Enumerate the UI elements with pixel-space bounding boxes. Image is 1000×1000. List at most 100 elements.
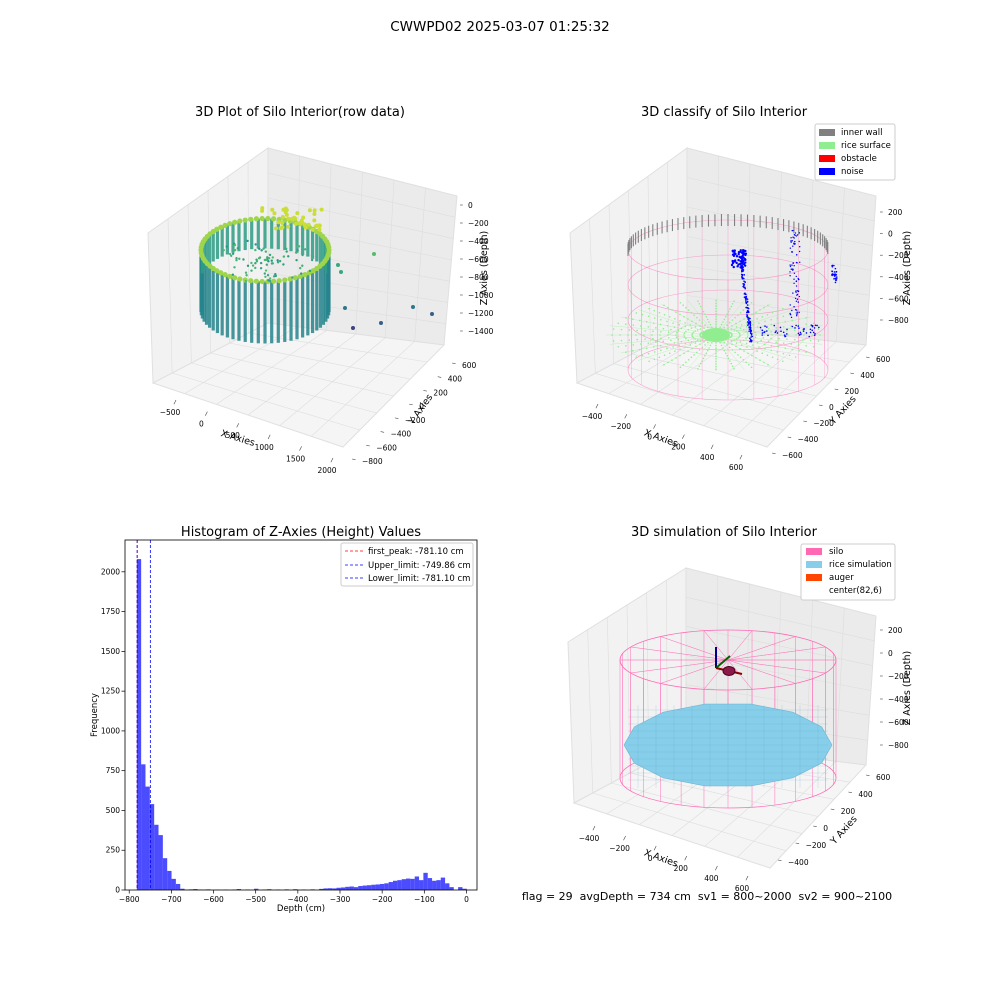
cls-rice-point [704, 313, 706, 316]
cls-noise-point [799, 261, 801, 263]
grid-line [247, 333, 357, 416]
panel-simulation-3d: 3D simulation of Silo Interior −400 −200 0… [567, 525, 913, 893]
cls-noise-point [795, 315, 798, 317]
cls-rice-point [632, 324, 635, 326]
cls-rice-point [793, 329, 796, 332]
grid-line [167, 218, 173, 374]
raw-floor-point [225, 245, 228, 248]
cls-noise-point [743, 296, 746, 298]
cls-rice-point [733, 300, 735, 303]
cls-rice-point [760, 339, 762, 342]
raw-floor-point [244, 271, 248, 274]
grid-line [686, 295, 868, 321]
classify-x-label: X Axies [642, 427, 679, 449]
raw-floor-point [301, 253, 304, 257]
cls-rice-point [696, 316, 698, 319]
cls-rice-point [782, 307, 784, 310]
cls-rice-point [745, 325, 748, 328]
cls-noise-point [766, 326, 768, 328]
histogram-bar [345, 886, 350, 890]
cls-rice-point [786, 338, 788, 340]
cls-noise-point [813, 334, 816, 337]
histogram-bar [162, 858, 168, 890]
cls-rice-point [647, 352, 650, 355]
cls-noise-point [779, 326, 782, 329]
cls-noise-point [814, 324, 817, 327]
sim-x-tick-mark [684, 855, 688, 861]
grid-line [607, 617, 612, 784]
cls-noise-point [796, 261, 798, 264]
cls-noise-point [811, 325, 814, 328]
cls-noise-point [746, 306, 749, 309]
cls-y-tick-mark [818, 404, 823, 406]
histogram-y-tick-label: 1250 [101, 687, 120, 696]
raw-x-tick-label: 500 [226, 431, 241, 440]
cls-noise-point [737, 252, 740, 256]
raw-rim-point [302, 272, 308, 278]
cls-noise-point [798, 240, 800, 243]
cls-noise-point [794, 232, 797, 234]
cls-rice-point [620, 328, 623, 331]
histogram-bar [449, 887, 454, 890]
histogram-bar [180, 888, 185, 890]
cls-rice-point [805, 323, 808, 325]
cls-rice-point [733, 339, 736, 341]
grid-line [267, 247, 450, 282]
raw-rim-point [248, 216, 254, 222]
cls-noise-point [734, 252, 737, 256]
raw-rim-point [276, 278, 282, 284]
histogram-x-ticks: −800 −700 −600 −500 −400 −300 −200 −100 0 [119, 890, 469, 904]
cls-rice-point [745, 361, 747, 364]
histogram-bar [154, 824, 159, 890]
raw-obstacle-point [310, 227, 315, 232]
cls-noise-point [789, 304, 791, 306]
cls-noise-point [792, 262, 794, 264]
cls-rice-point [685, 361, 687, 364]
cls-rice-point [696, 351, 698, 354]
raw-obstacle-point [283, 210, 288, 215]
histogram-x-tick-label: −700 [161, 895, 182, 904]
histogram-y-tick-label: 0 [115, 886, 120, 895]
raw-x-tick-label: 0 [199, 420, 204, 429]
cls-rice-point [786, 330, 788, 332]
sim-z-tick-label: −600 [888, 718, 909, 727]
cls-rice-point [641, 313, 644, 316]
histogram-bar [327, 888, 333, 890]
cls-rice-point [719, 341, 721, 344]
cls-noise-point [790, 241, 792, 243]
cls-noise-point [808, 335, 811, 338]
cls-rice-point [742, 309, 745, 311]
grid-line [647, 176, 651, 345]
cls-noise-point [795, 291, 797, 293]
cls-noise-point [730, 263, 734, 267]
cls-y-tick-mark [850, 372, 854, 374]
cls-noise-point [745, 295, 747, 298]
raw-obstacle-point [313, 224, 318, 229]
sim-y-tick-label: 200 [841, 807, 856, 816]
cls-noise-point [749, 317, 751, 320]
cls-noise-point [793, 234, 796, 236]
raw-x-tick-mark [173, 399, 177, 405]
cls-rice-point [711, 341, 713, 344]
cls-rice-point [817, 328, 820, 330]
raw-y-tick-label: 200 [433, 388, 448, 397]
cls-rice-point [723, 341, 726, 344]
grid-line [385, 179, 395, 338]
cls-noise-point [747, 310, 750, 313]
raw-floor-point [228, 252, 232, 256]
sim-y-tick-label: 0 [823, 824, 828, 833]
sim-z-tick-label: −800 [888, 741, 909, 750]
cls-rice-point [690, 340, 693, 343]
cls-noise-point [795, 254, 798, 256]
simulation-z-label: Z Axies (Depth) [902, 651, 913, 725]
cls-noise-point [802, 330, 805, 332]
histogram-bar [366, 885, 372, 890]
cls-noise-point [792, 269, 794, 271]
cls-rice-point [679, 301, 682, 304]
raw-floor-point [263, 272, 266, 275]
cls-noise-point [794, 327, 796, 329]
cls-noise-point [745, 306, 748, 309]
cls-rice-point [692, 336, 695, 339]
histogram-bar [236, 889, 242, 890]
grid-line [216, 330, 327, 405]
